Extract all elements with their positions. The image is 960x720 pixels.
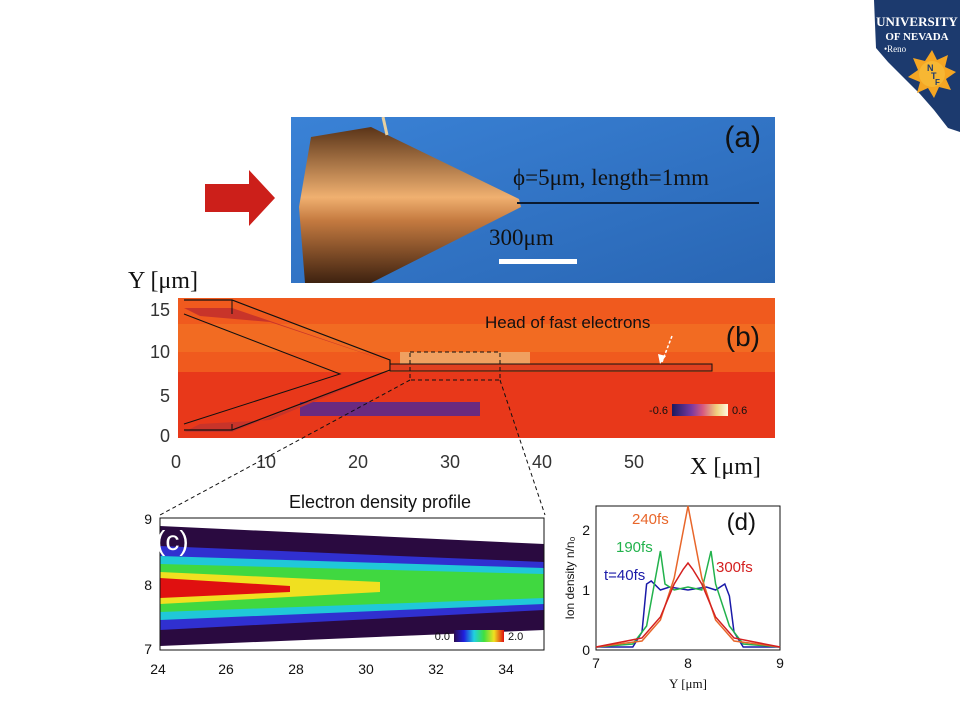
logo-line3: •Reno: [884, 44, 907, 54]
series-label: 300fs: [716, 559, 753, 576]
x-tick: 28: [288, 661, 304, 677]
panel-d-plot-area: [595, 505, 781, 651]
x-tick: 10: [256, 452, 276, 472]
logo-line2: OF NEVADA: [885, 31, 948, 43]
x-tick: 50: [624, 452, 644, 472]
y-tick: 5: [160, 386, 170, 406]
x-tick: 26: [218, 661, 234, 677]
scale-label: 300μm: [489, 225, 554, 250]
panel-c-colorbar: [454, 630, 504, 642]
panel-b-label: (b): [726, 321, 760, 352]
x-tick: 24: [150, 661, 166, 677]
series-line-240fs: [595, 505, 781, 648]
panel-c-colorbar-min: 0.0: [435, 631, 450, 643]
wire-label: ϕ=5μm, length=1mm: [513, 165, 709, 190]
y-tick: 7: [144, 641, 152, 657]
sun-seal-icon: N T F: [908, 50, 956, 98]
cone-target: [299, 127, 521, 283]
laser-arrow-icon: [205, 170, 275, 226]
series-label: 240fs: [632, 511, 669, 528]
series-line-t40fs: [596, 580, 780, 648]
panel-b-y-label: Y [μm]: [128, 268, 198, 294]
panel-b-colorbar: [672, 404, 728, 416]
y-tick: 9: [144, 511, 152, 527]
panel-b-colorbar-min: -0.6: [649, 405, 668, 417]
panel-b-colorbar-max: 0.6: [732, 405, 747, 417]
panel-a-label: (a): [724, 121, 761, 154]
logo-line1: UNIVERSITY: [876, 14, 958, 29]
university-logo: UNIVERSITY OF NEVADA •Reno N T F: [874, 0, 960, 132]
panel-d-y-label: Ion density n/n₀: [563, 536, 577, 619]
panel-b-x-label: X [μm]: [690, 454, 761, 480]
x-tick: 40: [532, 452, 552, 472]
series-label: t=40fs: [604, 567, 645, 584]
x-tick-label: 9: [776, 655, 784, 671]
x-tick: 30: [440, 452, 460, 472]
panel-c: Electron density profile (c) 0.0 2.0 9 8…: [144, 492, 545, 677]
series-line-190fs: [595, 550, 781, 648]
x-tick: 0: [171, 452, 181, 472]
panel-d-x-label: Y [μm]: [669, 676, 707, 691]
x-tick-label: 8: [684, 655, 692, 671]
panel-c-title: Electron density profile: [289, 492, 471, 512]
y-tick: 0: [160, 426, 170, 446]
panel-c-label: (c): [156, 525, 189, 556]
seal-letter-n: N: [927, 63, 934, 73]
panel-d-label: (d): [727, 509, 756, 536]
seal-letter-t: T: [931, 71, 937, 81]
panel-d-chart: (d) Ion density n/n₀ Y [μm] 7 8 9 0 1 2 t=40fs…: [563, 505, 784, 691]
y-tick: 15: [150, 300, 170, 320]
x-tick: 32: [428, 661, 444, 677]
seal-letter-f: F: [935, 78, 940, 87]
y-tick: 10: [150, 342, 170, 362]
panel-a-photo: (a) ϕ=5μm, length=1mm 300μm: [291, 117, 775, 283]
x-tick: 34: [498, 661, 514, 677]
head-annotation: Head of fast electrons: [485, 313, 650, 332]
y-tick-label: 0: [582, 642, 590, 658]
y-tick: 8: [144, 577, 152, 593]
x-tick: 20: [348, 452, 368, 472]
panel-c-colorbar-max: 2.0: [508, 631, 523, 643]
series-line-300fs: [595, 561, 781, 648]
series-label: 190fs: [616, 539, 653, 556]
y-tick-label: 1: [582, 582, 590, 598]
scale-bar: [499, 259, 577, 264]
inset-box: [409, 351, 501, 381]
panel-b: Y [μm] Head of fast electrons (b) -0.6 0…: [128, 268, 775, 480]
x-tick: 30: [358, 661, 374, 677]
inset-connectors: [159, 379, 546, 516]
panel-b-wire: [389, 363, 713, 372]
y-tick-label: 2: [582, 522, 590, 538]
x-tick-label: 7: [592, 655, 600, 671]
